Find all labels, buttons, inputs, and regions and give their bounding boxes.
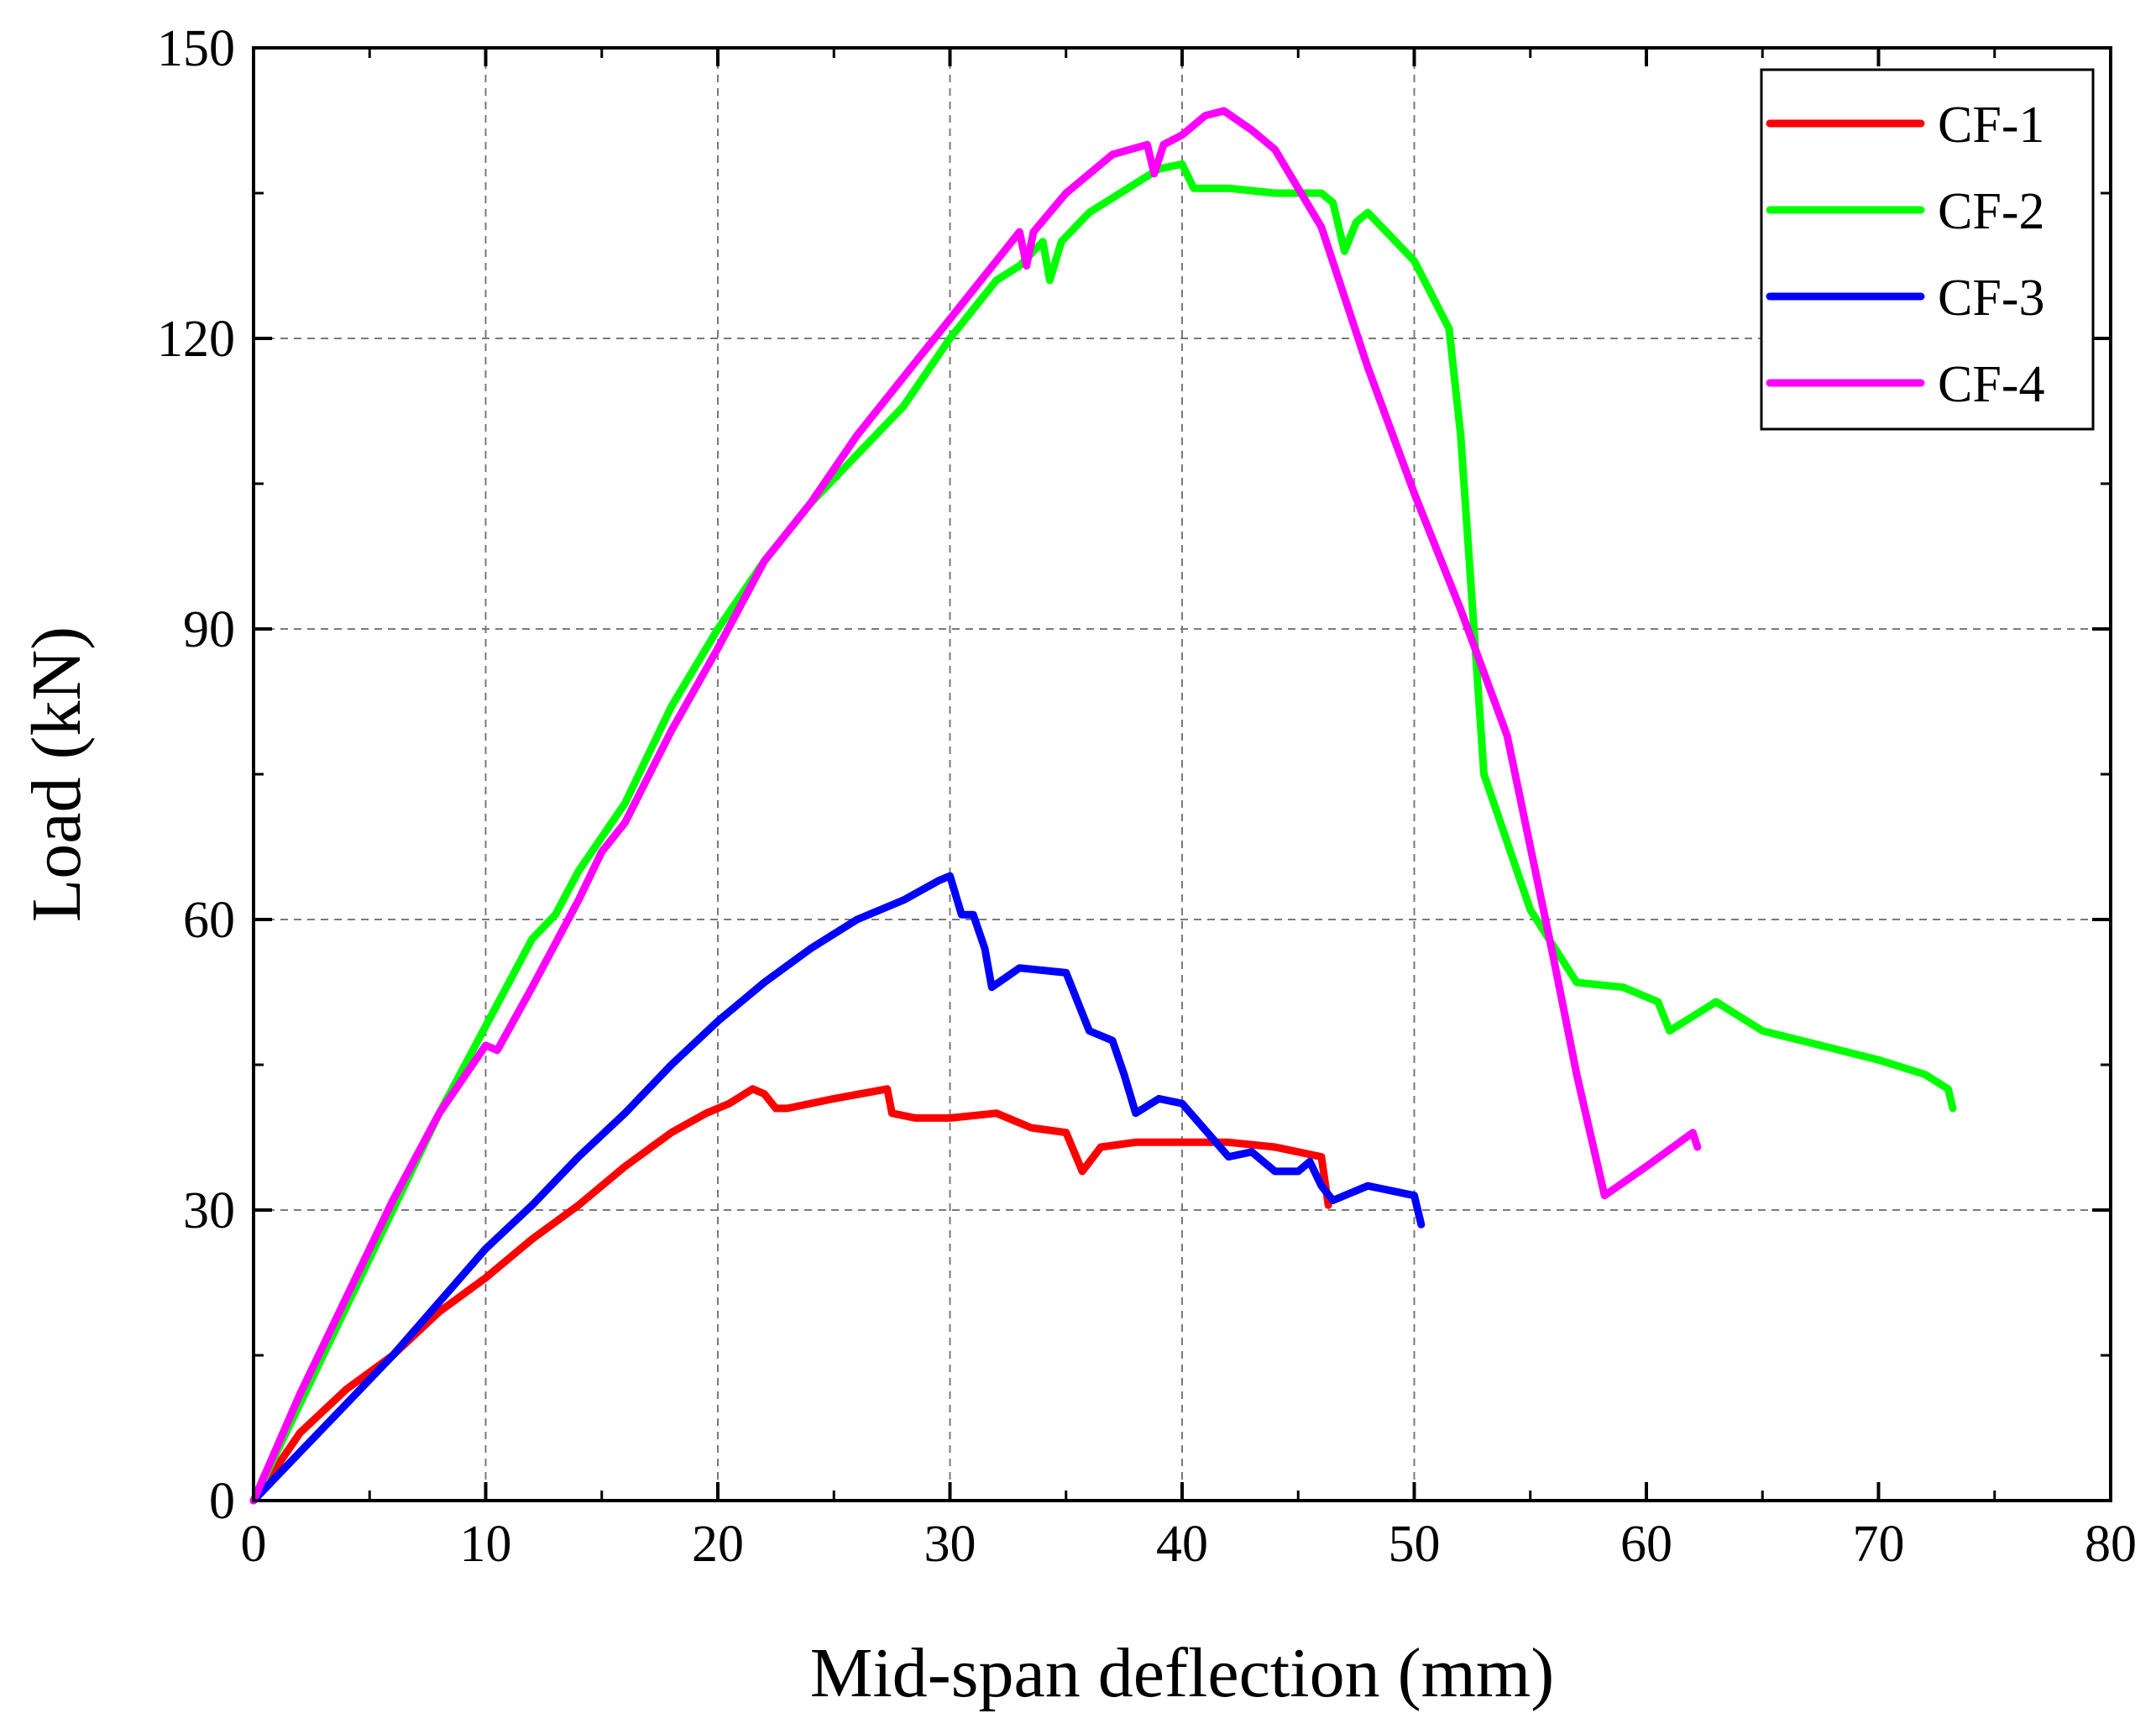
legend-label-cf-1: CF-1 xyxy=(1938,97,2044,154)
x-tick-label-20: 20 xyxy=(692,1516,744,1573)
legend-label-cf-3: CF-3 xyxy=(1938,270,2044,327)
y-tick-label-150: 150 xyxy=(157,20,235,77)
x-tick-label-70: 70 xyxy=(1853,1516,1905,1573)
legend-label-cf-2: CF-2 xyxy=(1938,183,2044,240)
legend-box xyxy=(1760,68,2095,431)
legend: CF-1 CF-2 CF-3 CF-4 xyxy=(1760,68,2095,431)
y-tick-label-90: 90 xyxy=(183,601,235,658)
legend-label-cf-4: CF-4 xyxy=(1938,356,2044,413)
y-tick-label-120: 120 xyxy=(157,311,235,368)
axis-ticks: 0 10 20 30 40 50 60 70 80 0 30 60 90 120 150 xyxy=(157,20,2137,1573)
x-tick-label-10: 10 xyxy=(460,1516,512,1573)
x-tick-label-0: 0 xyxy=(241,1516,267,1573)
x-tick-label-50: 50 xyxy=(1389,1516,1441,1573)
x-axis-title: Mid-span deflection (mm) xyxy=(810,1634,1554,1712)
y-tick-label-30: 30 xyxy=(183,1182,235,1239)
x-tick-label-60: 60 xyxy=(1620,1516,1672,1573)
series-line-cf-2 xyxy=(249,160,1957,1505)
x-tick-label-80: 80 xyxy=(2085,1516,2137,1573)
y-tick-label-60: 60 xyxy=(183,892,235,949)
series-line-cf-4 xyxy=(249,107,1702,1505)
series-lines xyxy=(249,107,1957,1505)
y-tick-label-0: 0 xyxy=(209,1473,235,1530)
x-tick-label-40: 40 xyxy=(1156,1516,1208,1573)
series-line-cf-3 xyxy=(249,872,1426,1505)
series-line-cf-1 xyxy=(249,1085,1332,1505)
y-axis-title: Load (kN) xyxy=(18,626,96,922)
x-tick-label-30: 30 xyxy=(924,1516,976,1573)
